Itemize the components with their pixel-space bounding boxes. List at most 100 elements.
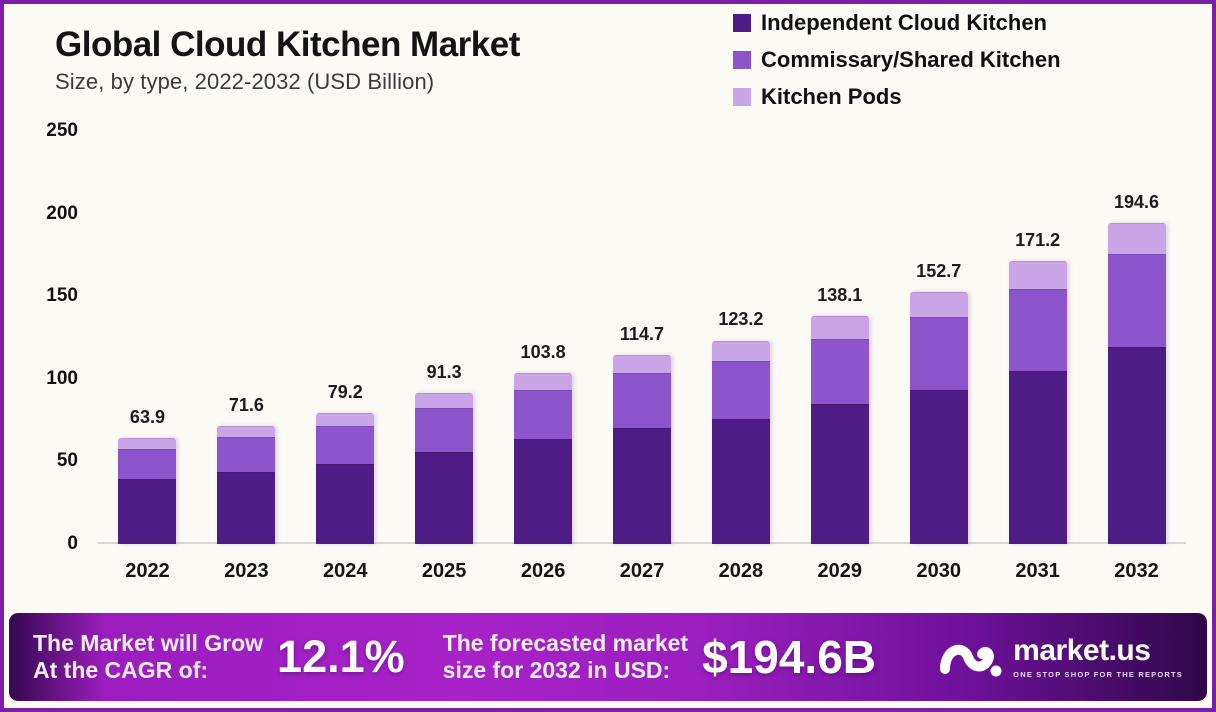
bar-stack bbox=[612, 354, 671, 544]
bar-value-label: 63.9 bbox=[129, 407, 165, 428]
legend-item-1: Commissary/Shared Kitchen bbox=[733, 47, 1061, 73]
bar-segment-kitchen-pods bbox=[1008, 261, 1067, 290]
y-tick-label: 0 bbox=[67, 533, 78, 554]
legend-label: Commissary/Shared Kitchen bbox=[761, 47, 1061, 72]
x-tick-label: 2031 bbox=[1015, 560, 1060, 582]
bar-segment-commissary-shared-kitchen bbox=[514, 389, 573, 440]
bar-segment-kitchen-pods bbox=[514, 372, 573, 390]
bar-group-2028: 123.2 2028 bbox=[691, 131, 790, 582]
bar-segment-independent-cloud-kitchen bbox=[316, 463, 375, 544]
bar-value-label: 152.7 bbox=[916, 260, 962, 281]
bar-value-label: 171.2 bbox=[1015, 230, 1061, 251]
bar-stack bbox=[810, 315, 869, 544]
bar-group-2030: 152.7 2030 bbox=[889, 131, 988, 582]
marketus-logo-tagline: ONE STOP SHOP FOR THE REPORTS bbox=[1013, 669, 1183, 679]
x-tick-label: 2026 bbox=[520, 560, 566, 582]
x-tick-label: 2023 bbox=[224, 560, 269, 582]
bar-segment-independent-cloud-kitchen bbox=[1107, 347, 1166, 544]
bar-value-label: 138.1 bbox=[817, 284, 863, 305]
stacked-bar-chart: 0 50 100 150 200 250 63.9 2022 71.6 2023 79.2 2024… bbox=[4, 120, 1212, 582]
bar-value-label: 194.6 bbox=[1113, 191, 1160, 212]
bar-stack bbox=[118, 438, 177, 544]
forecast-caption: The forecasted market size for 2032 in U… bbox=[443, 630, 688, 684]
bar-segment-independent-cloud-kitchen bbox=[118, 479, 177, 544]
y-tick-label: 250 bbox=[46, 120, 78, 141]
marketus-squiggle-icon bbox=[940, 644, 1002, 677]
marketus-logo: market.us ONE STOP SHOP FOR THE REPORTS bbox=[935, 631, 1183, 683]
bar-segment-independent-cloud-kitchen bbox=[514, 439, 573, 544]
bar-stack bbox=[909, 291, 968, 544]
bar-group-2026: 103.8 2026 bbox=[494, 131, 593, 582]
bar-stack bbox=[1008, 261, 1067, 544]
marketus-logo-name: market.us bbox=[1013, 633, 1151, 667]
bar-value-label: 79.2 bbox=[327, 382, 363, 403]
bar-stack bbox=[711, 340, 770, 544]
bar-stack bbox=[514, 372, 573, 544]
cagr-caption-line1: The Market will Grow bbox=[33, 630, 264, 656]
bar-segment-independent-cloud-kitchen bbox=[415, 451, 474, 544]
legend-item-2: Kitchen Pods bbox=[733, 84, 1061, 110]
y-tick-label: 100 bbox=[46, 367, 78, 389]
y-tick-label: 150 bbox=[46, 285, 78, 307]
bar-segment-independent-cloud-kitchen bbox=[909, 389, 968, 544]
bar-segment-kitchen-pods bbox=[810, 315, 869, 339]
bar-segment-kitchen-pods bbox=[118, 438, 177, 449]
bar-group-2031: 171.2 2031 bbox=[988, 131, 1087, 582]
legend-label: Kitchen Pods bbox=[761, 84, 902, 109]
page-title: Global Cloud Kitchen Market bbox=[55, 25, 520, 64]
x-tick-label: 2022 bbox=[125, 560, 170, 582]
bar-stack bbox=[1107, 222, 1166, 544]
bar-value-label: 91.3 bbox=[426, 362, 462, 383]
bar-value-label: 114.7 bbox=[619, 323, 665, 344]
summary-banner: The Market will Grow At the CAGR of: 12.… bbox=[9, 613, 1207, 701]
x-tick-label: 2025 bbox=[421, 560, 467, 582]
bar-segment-independent-cloud-kitchen bbox=[217, 471, 276, 544]
bar-stack bbox=[217, 425, 276, 544]
x-tick-label: 2032 bbox=[1114, 560, 1159, 582]
bar-stack bbox=[415, 393, 474, 544]
bar-group-2027: 114.7 2027 bbox=[593, 131, 692, 582]
bar-group-2025: 91.3 2025 bbox=[395, 131, 494, 582]
chart-legend: Independent Cloud Kitchen Commissary/Shar… bbox=[733, 10, 1061, 121]
bar-segment-kitchen-pods bbox=[909, 291, 968, 317]
bar-segment-commissary-shared-kitchen bbox=[1107, 254, 1166, 348]
bar-value-label: 123.2 bbox=[718, 309, 764, 330]
bar-segment-independent-cloud-kitchen bbox=[711, 419, 770, 544]
cagr-caption: The Market will Grow At the CAGR of: bbox=[33, 630, 263, 684]
bar-segment-independent-cloud-kitchen bbox=[612, 428, 671, 544]
bar-segment-kitchen-pods bbox=[1107, 222, 1166, 255]
marketus-logo-text: market.us ONE STOP SHOP FOR THE REPORTS bbox=[1013, 633, 1183, 679]
header: Global Cloud Kitchen Market Size, by typ… bbox=[55, 25, 520, 95]
bar-segment-commissary-shared-kitchen bbox=[415, 408, 474, 452]
bar-segment-commissary-shared-kitchen bbox=[217, 437, 276, 472]
bar-segment-commissary-shared-kitchen bbox=[612, 373, 671, 429]
bar-segment-kitchen-pods bbox=[415, 393, 474, 409]
bar-segment-commissary-shared-kitchen bbox=[711, 360, 770, 420]
cagr-caption-line2: At the CAGR of: bbox=[33, 657, 209, 683]
bar-segment-commissary-shared-kitchen bbox=[909, 316, 968, 390]
bar-value-label: 71.6 bbox=[228, 394, 264, 415]
legend-swatch-icon bbox=[733, 14, 751, 32]
legend-swatch-icon bbox=[733, 51, 751, 69]
bar-value-label: 103.8 bbox=[520, 341, 566, 362]
x-tick-label: 2029 bbox=[817, 560, 863, 582]
bar-group-2029: 138.1 2029 bbox=[790, 131, 889, 582]
legend-item-0: Independent Cloud Kitchen bbox=[733, 10, 1061, 36]
bar-stack bbox=[316, 413, 375, 544]
y-tick-label: 50 bbox=[56, 450, 78, 472]
bar-group-2032: 194.6 2032 bbox=[1087, 131, 1186, 582]
bar-segment-kitchen-pods bbox=[217, 425, 276, 438]
bar-segment-independent-cloud-kitchen bbox=[810, 404, 869, 544]
page-subtitle: Size, by type, 2022-2032 (USD Billion) bbox=[55, 68, 435, 94]
bar-segment-kitchen-pods bbox=[711, 340, 770, 361]
bar-group-2024: 79.2 2024 bbox=[296, 131, 395, 582]
y-tick-label: 200 bbox=[46, 202, 78, 224]
bar-segment-commissary-shared-kitchen bbox=[1008, 289, 1067, 371]
bar-group-2022: 63.9 2022 bbox=[98, 131, 197, 582]
legend-label: Independent Cloud Kitchen bbox=[761, 10, 1047, 35]
forecast-caption-line2: size for 2032 in USD: bbox=[442, 657, 671, 683]
x-tick-label: 2030 bbox=[916, 560, 961, 582]
bar-group-2023: 71.6 2023 bbox=[197, 131, 296, 582]
bar-segment-independent-cloud-kitchen bbox=[1008, 370, 1067, 544]
